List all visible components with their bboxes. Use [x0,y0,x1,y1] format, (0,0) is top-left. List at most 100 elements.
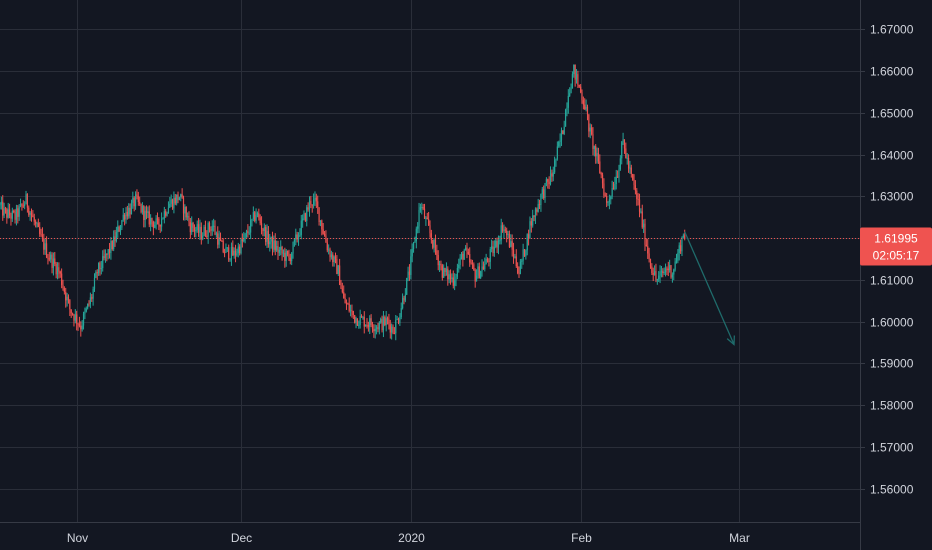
candle-body[interactable] [425,217,427,219]
candle-body[interactable] [14,212,16,220]
candle-body[interactable] [166,213,168,216]
candle-body[interactable] [558,141,560,147]
candle-body[interactable] [540,194,542,205]
candle-body[interactable] [178,197,180,200]
candle-body[interactable] [336,258,338,274]
candle-body[interactable] [349,310,352,312]
candle-body[interactable] [630,167,632,174]
candle-body[interactable] [526,234,528,251]
candle-body[interactable] [334,256,337,259]
candle-body[interactable] [108,249,111,254]
candle-body[interactable] [640,211,642,213]
candle-body[interactable] [455,276,457,281]
candle-body[interactable] [93,277,96,289]
candle-body[interactable] [69,300,71,310]
candle-body[interactable] [482,266,485,270]
candle-body[interactable] [259,217,261,224]
candle-body[interactable] [260,223,263,229]
candle-body[interactable] [266,231,268,242]
candle-body[interactable] [4,208,7,210]
candle-body[interactable] [362,317,364,319]
candle-body[interactable] [389,324,391,333]
candle-body[interactable] [92,288,94,299]
candle-body[interactable] [65,291,67,301]
candle-body[interactable] [593,146,595,149]
candle-body[interactable] [254,212,256,221]
candle-body[interactable] [118,226,120,232]
candle-body[interactable] [662,271,664,274]
candle-body[interactable] [347,303,349,305]
candle-body[interactable] [503,229,505,232]
candle-body[interactable] [571,74,574,89]
candle-body[interactable] [241,239,243,242]
candle-body[interactable] [265,227,267,242]
candle-body[interactable] [386,318,389,320]
candle-body[interactable] [410,256,412,275]
candle-body[interactable] [441,265,443,278]
candle-body[interactable] [41,234,44,239]
candle-body[interactable] [130,202,133,215]
candle-body[interactable] [8,209,11,216]
candle-body[interactable] [462,253,464,260]
candle-body[interactable] [643,223,645,228]
candle-body[interactable] [358,324,360,326]
candle-body[interactable] [226,247,228,249]
candle-body[interactable] [544,183,546,199]
candle-body[interactable] [113,236,115,250]
candle-body[interactable] [103,256,105,259]
candle-body[interactable] [32,215,34,218]
candle-body[interactable] [375,327,378,329]
candle-body[interactable] [78,324,81,326]
candle-body[interactable] [19,203,22,207]
candle-body[interactable] [82,313,85,326]
candle-body[interactable] [96,272,98,274]
candle-body[interactable] [601,174,604,184]
candle-body[interactable] [603,183,605,196]
candle-body[interactable] [322,229,324,234]
candle-body[interactable] [627,157,630,169]
candle-body[interactable] [423,208,426,219]
candle-body[interactable] [664,268,667,273]
candle-body[interactable] [295,234,297,240]
candle-body[interactable] [124,214,126,220]
candle-body[interactable] [578,84,580,87]
candle-body[interactable] [262,228,264,232]
candle-body[interactable] [369,318,371,327]
candle-body[interactable] [17,208,19,217]
candle-body[interactable] [510,241,512,247]
candle-body[interactable] [438,263,441,266]
candle-body[interactable] [407,271,409,278]
candle-body[interactable] [281,247,283,254]
candle-body[interactable] [340,285,342,289]
candle-body[interactable] [515,256,517,267]
candle-body[interactable] [573,64,575,75]
candle-body[interactable] [534,209,537,218]
candle-body[interactable] [567,95,569,108]
candle-body[interactable] [0,204,1,206]
candle-body[interactable] [577,74,579,85]
candle-body[interactable] [310,200,312,205]
candle-body[interactable] [89,297,91,304]
candle-body[interactable] [448,274,450,280]
candle-body[interactable] [208,222,211,230]
candle-body[interactable] [232,246,234,256]
candle-body[interactable] [530,221,532,226]
candle-body[interactable] [61,273,63,285]
candle-body[interactable] [314,197,316,200]
candle-body[interactable] [611,188,613,197]
candle-body[interactable] [660,271,663,273]
candle-body[interactable] [152,221,154,228]
candle-body[interactable] [370,318,372,326]
candle-body[interactable] [270,236,272,242]
candle-body[interactable] [653,271,656,275]
candle-body[interactable] [527,234,530,239]
candle-body[interactable] [95,272,97,278]
candle-body[interactable] [174,197,176,204]
candles[interactable] [0,64,686,341]
candle-body[interactable] [588,114,590,132]
candle-body[interactable] [655,271,657,280]
candle-body[interactable] [250,219,252,233]
candle-body[interactable] [622,139,624,143]
candle-body[interactable] [28,207,30,215]
candle-body[interactable] [592,134,594,149]
